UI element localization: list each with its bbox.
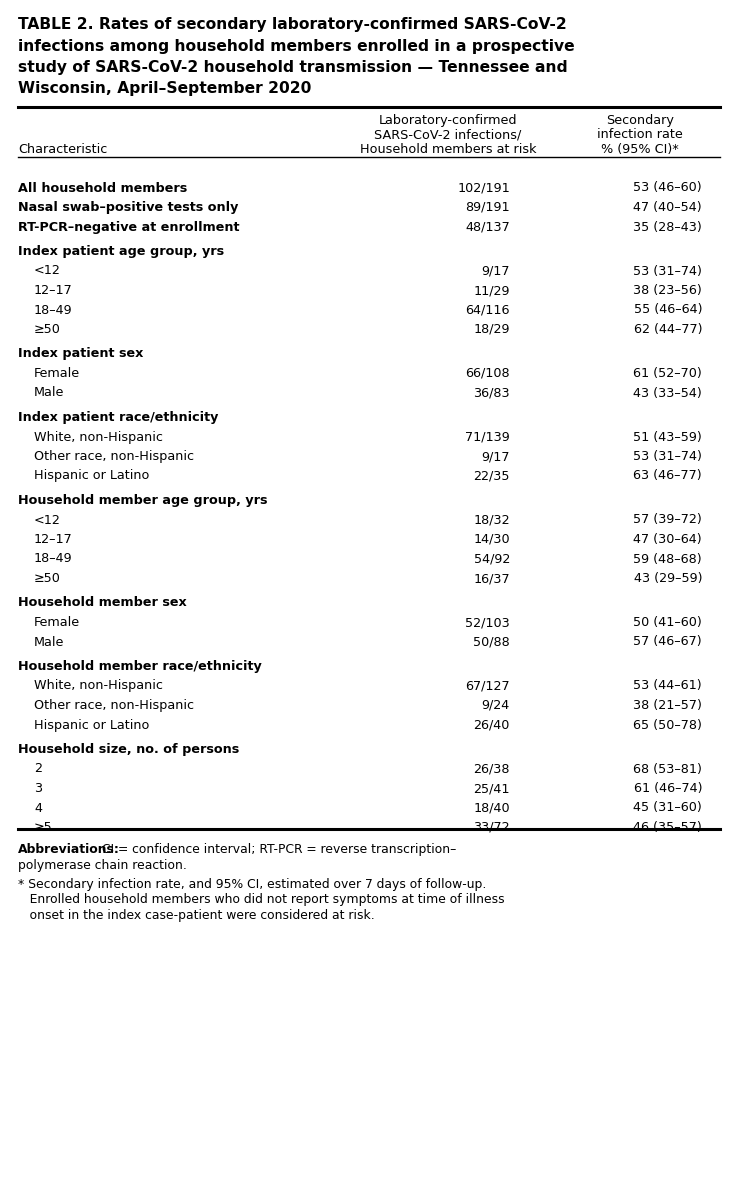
Text: Male: Male bbox=[34, 636, 64, 648]
Text: 18–49: 18–49 bbox=[34, 552, 72, 565]
Text: Index patient race/ethnicity: Index patient race/ethnicity bbox=[18, 410, 218, 424]
Text: 14/30: 14/30 bbox=[473, 533, 510, 546]
Text: 52/103: 52/103 bbox=[465, 616, 510, 629]
Text: Male: Male bbox=[34, 386, 64, 400]
Text: 53 (44–61): 53 (44–61) bbox=[633, 679, 702, 692]
Text: ≥50: ≥50 bbox=[34, 572, 61, 584]
Text: 43 (29–59): 43 (29–59) bbox=[633, 572, 702, 584]
Text: 50/88: 50/88 bbox=[473, 636, 510, 648]
Text: Household size, no. of persons: Household size, no. of persons bbox=[18, 743, 239, 756]
Text: 54/92: 54/92 bbox=[474, 552, 510, 565]
Text: Female: Female bbox=[34, 616, 80, 629]
Text: 26/40: 26/40 bbox=[474, 719, 510, 732]
Text: 18/29: 18/29 bbox=[474, 323, 510, 336]
Text: 51 (43–59): 51 (43–59) bbox=[633, 431, 702, 444]
Text: ≥5: ≥5 bbox=[34, 821, 52, 834]
Text: Female: Female bbox=[34, 367, 80, 380]
Text: 9/24: 9/24 bbox=[482, 698, 510, 712]
Text: 59 (48–68): 59 (48–68) bbox=[633, 552, 702, 565]
Text: All household members: All household members bbox=[18, 181, 187, 194]
Text: ≥50: ≥50 bbox=[34, 323, 61, 336]
Text: Wisconsin, April–September 2020: Wisconsin, April–September 2020 bbox=[18, 82, 311, 96]
Text: 12–17: 12–17 bbox=[34, 284, 73, 296]
Text: Characteristic: Characteristic bbox=[18, 143, 107, 156]
Text: 2: 2 bbox=[34, 762, 42, 775]
Text: White, non-Hispanic: White, non-Hispanic bbox=[34, 679, 163, 692]
Text: 22/35: 22/35 bbox=[474, 469, 510, 482]
Text: 64/116: 64/116 bbox=[466, 304, 510, 317]
Text: 38 (21–57): 38 (21–57) bbox=[633, 698, 702, 712]
Text: Household member age group, yrs: Household member age group, yrs bbox=[18, 494, 267, 506]
Text: Household member race/ethnicity: Household member race/ethnicity bbox=[18, 660, 262, 673]
Text: Enrolled household members who did not report symptoms at time of illness: Enrolled household members who did not r… bbox=[18, 894, 505, 906]
Text: 12–17: 12–17 bbox=[34, 533, 73, 546]
Text: Index patient age group, yrs: Index patient age group, yrs bbox=[18, 245, 224, 258]
Text: 57 (39–72): 57 (39–72) bbox=[633, 514, 702, 527]
Text: 102/191: 102/191 bbox=[458, 181, 510, 194]
Text: <12: <12 bbox=[34, 514, 61, 527]
Text: 65 (50–78): 65 (50–78) bbox=[633, 719, 702, 732]
Text: 53 (46–60): 53 (46–60) bbox=[633, 181, 702, 194]
Text: 62 (44–77): 62 (44–77) bbox=[633, 323, 702, 336]
Text: Index patient sex: Index patient sex bbox=[18, 348, 143, 360]
Text: RT-PCR–negative at enrollment: RT-PCR–negative at enrollment bbox=[18, 221, 240, 234]
Text: CI = confidence interval; RT-PCR = reverse transcription–: CI = confidence interval; RT-PCR = rever… bbox=[98, 842, 456, 856]
Text: 35 (28–43): 35 (28–43) bbox=[633, 221, 702, 234]
Text: 4: 4 bbox=[34, 802, 42, 815]
Text: onset in the index case-patient were considered at risk.: onset in the index case-patient were con… bbox=[18, 910, 375, 922]
Text: SARS-CoV-2 infections/: SARS-CoV-2 infections/ bbox=[374, 128, 522, 142]
Text: 9/17: 9/17 bbox=[481, 264, 510, 277]
Text: 89/191: 89/191 bbox=[466, 200, 510, 214]
Text: 25/41: 25/41 bbox=[474, 782, 510, 794]
Text: 61 (46–74): 61 (46–74) bbox=[633, 782, 702, 794]
Text: 71/139: 71/139 bbox=[465, 431, 510, 444]
Text: infection rate: infection rate bbox=[597, 128, 683, 142]
Text: 50 (41–60): 50 (41–60) bbox=[633, 616, 702, 629]
Text: Nasal swab–positive tests only: Nasal swab–positive tests only bbox=[18, 200, 238, 214]
Text: 18–49: 18–49 bbox=[34, 304, 72, 317]
Text: % (95% CI)*: % (95% CI)* bbox=[601, 143, 679, 156]
Text: 43 (33–54): 43 (33–54) bbox=[633, 386, 702, 400]
Text: Other race, non-Hispanic: Other race, non-Hispanic bbox=[34, 698, 194, 712]
Text: 53 (31–74): 53 (31–74) bbox=[633, 450, 702, 463]
Text: 47 (30–64): 47 (30–64) bbox=[633, 533, 702, 546]
Text: 45 (31–60): 45 (31–60) bbox=[633, 802, 702, 815]
Text: 9/17: 9/17 bbox=[481, 450, 510, 463]
Text: Household members at risk: Household members at risk bbox=[359, 143, 537, 156]
Text: Hispanic or Latino: Hispanic or Latino bbox=[34, 469, 149, 482]
Text: 18/32: 18/32 bbox=[473, 514, 510, 527]
Text: 33/72: 33/72 bbox=[473, 821, 510, 834]
Text: 3: 3 bbox=[34, 782, 42, 794]
Text: Household member sex: Household member sex bbox=[18, 596, 187, 610]
Text: Laboratory-confirmed: Laboratory-confirmed bbox=[379, 114, 517, 127]
Text: 61 (52–70): 61 (52–70) bbox=[633, 367, 702, 380]
Text: Hispanic or Latino: Hispanic or Latino bbox=[34, 719, 149, 732]
Text: 67/127: 67/127 bbox=[466, 679, 510, 692]
Text: 26/38: 26/38 bbox=[474, 762, 510, 775]
Text: polymerase chain reaction.: polymerase chain reaction. bbox=[18, 858, 187, 871]
Text: * Secondary infection rate, and 95% CI, estimated over 7 days of follow-up.: * Secondary infection rate, and 95% CI, … bbox=[18, 878, 486, 890]
Text: 68 (53–81): 68 (53–81) bbox=[633, 762, 702, 775]
Text: <12: <12 bbox=[34, 264, 61, 277]
Text: 11/29: 11/29 bbox=[474, 284, 510, 296]
Text: TABLE 2. Rates of secondary laboratory-confirmed SARS-CoV-2: TABLE 2. Rates of secondary laboratory-c… bbox=[18, 17, 567, 32]
Text: Abbreviations:: Abbreviations: bbox=[18, 842, 120, 856]
Text: 57 (46–67): 57 (46–67) bbox=[633, 636, 702, 648]
Text: 53 (31–74): 53 (31–74) bbox=[633, 264, 702, 277]
Text: 38 (23–56): 38 (23–56) bbox=[633, 284, 702, 296]
Text: 36/83: 36/83 bbox=[473, 386, 510, 400]
Text: 55 (46–64): 55 (46–64) bbox=[633, 304, 702, 317]
Text: Secondary: Secondary bbox=[606, 114, 674, 127]
Text: 63 (46–77): 63 (46–77) bbox=[633, 469, 702, 482]
Text: infections among household members enrolled in a prospective: infections among household members enrol… bbox=[18, 38, 575, 54]
Text: White, non-Hispanic: White, non-Hispanic bbox=[34, 431, 163, 444]
Text: 46 (35–57): 46 (35–57) bbox=[633, 821, 702, 834]
Text: 47 (40–54): 47 (40–54) bbox=[633, 200, 702, 214]
Text: study of SARS-CoV-2 household transmission — Tennessee and: study of SARS-CoV-2 household transmissi… bbox=[18, 60, 568, 74]
Text: Other race, non-Hispanic: Other race, non-Hispanic bbox=[34, 450, 194, 463]
Text: 48/137: 48/137 bbox=[465, 221, 510, 234]
Text: 66/108: 66/108 bbox=[466, 367, 510, 380]
Text: 16/37: 16/37 bbox=[473, 572, 510, 584]
Text: 18/40: 18/40 bbox=[473, 802, 510, 815]
